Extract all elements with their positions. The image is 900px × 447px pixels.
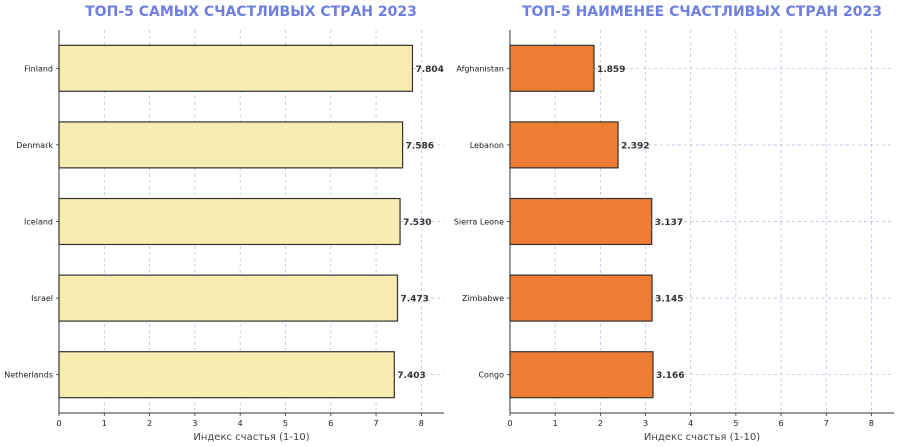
category-label: Denmark [16, 141, 53, 150]
value-label: 3.145 [655, 295, 683, 305]
value-label: 1.859 [597, 65, 625, 75]
chart-title: ТОП-5 НАИМЕНЕЕ СЧАСТЛИВЫХ СТРАН 2023 [522, 4, 882, 20]
bar-zimbabwe [509, 274, 653, 322]
bar-finland [58, 44, 414, 92]
category-label: Lebanon [470, 141, 504, 150]
value-label: 2.392 [621, 141, 649, 151]
category-label: Iceland [24, 218, 53, 227]
x-tick-label: 4 [688, 419, 693, 428]
x-tick-label: 0 [507, 419, 512, 428]
bar-afghanistan [509, 44, 595, 92]
category-label: Zimbabwe [462, 294, 504, 303]
bar-israel [58, 274, 399, 322]
x-tick-label: 7 [824, 419, 829, 428]
x-tick-label: 1 [102, 419, 107, 428]
x-tick-label: 6 [328, 419, 333, 428]
chart-title: ТОП-5 САМЫХ СЧАСТЛИВЫХ СТРАН 2023 [85, 4, 417, 20]
bar-netherlands [58, 351, 395, 399]
value-label: 7.473 [400, 295, 428, 305]
happiest-chart-panel: ТОП-5 САМЫХ СЧАСТЛИВЫХ СТРАН 2023 Finland… [4, 4, 444, 443]
x-tick-label: 7 [374, 419, 379, 428]
x-axis-title: Индекс счастья (1-10) [644, 432, 760, 443]
value-label: 7.804 [415, 65, 443, 75]
x-tick-label: 5 [283, 419, 288, 428]
x-tick-label: 2 [147, 419, 152, 428]
category-label: Israel [31, 294, 53, 303]
x-tick-label: 2 [598, 419, 603, 428]
bar-congo [509, 351, 654, 399]
value-label: 7.586 [406, 141, 434, 151]
x-tick-label: 5 [733, 419, 738, 428]
x-tick-label: 6 [779, 419, 784, 428]
x-tick-label: 4 [238, 419, 243, 428]
value-label: 3.166 [656, 371, 684, 381]
category-label: Congo [478, 371, 504, 380]
x-tick-label: 3 [643, 419, 648, 428]
bar-sierra-leone [509, 197, 653, 246]
category-label: Sierra Leone [454, 218, 504, 227]
category-label: Netherlands [4, 371, 53, 380]
category-label: Afghanistan [456, 64, 504, 73]
value-label: 3.137 [655, 218, 683, 228]
value-label: 7.530 [403, 218, 431, 228]
bar-denmark [58, 121, 404, 169]
category-label: Finland [24, 64, 53, 73]
x-tick-label: 3 [192, 419, 197, 428]
least-happy-chart-panel: ТОП-5 НАИМЕНЕЕ СЧАСТЛИВЫХ СТРАН 2023 Afgh… [454, 4, 894, 443]
value-label: 7.403 [397, 371, 425, 381]
bar-lebanon [509, 121, 619, 169]
x-tick-label: 1 [553, 419, 558, 428]
x-tick-label: 8 [419, 419, 424, 428]
x-tick-label: 0 [56, 419, 61, 428]
bar-iceland [58, 197, 401, 246]
x-tick-label: 8 [869, 419, 874, 428]
x-axis-title: Индекс счастья (1-10) [193, 432, 309, 443]
